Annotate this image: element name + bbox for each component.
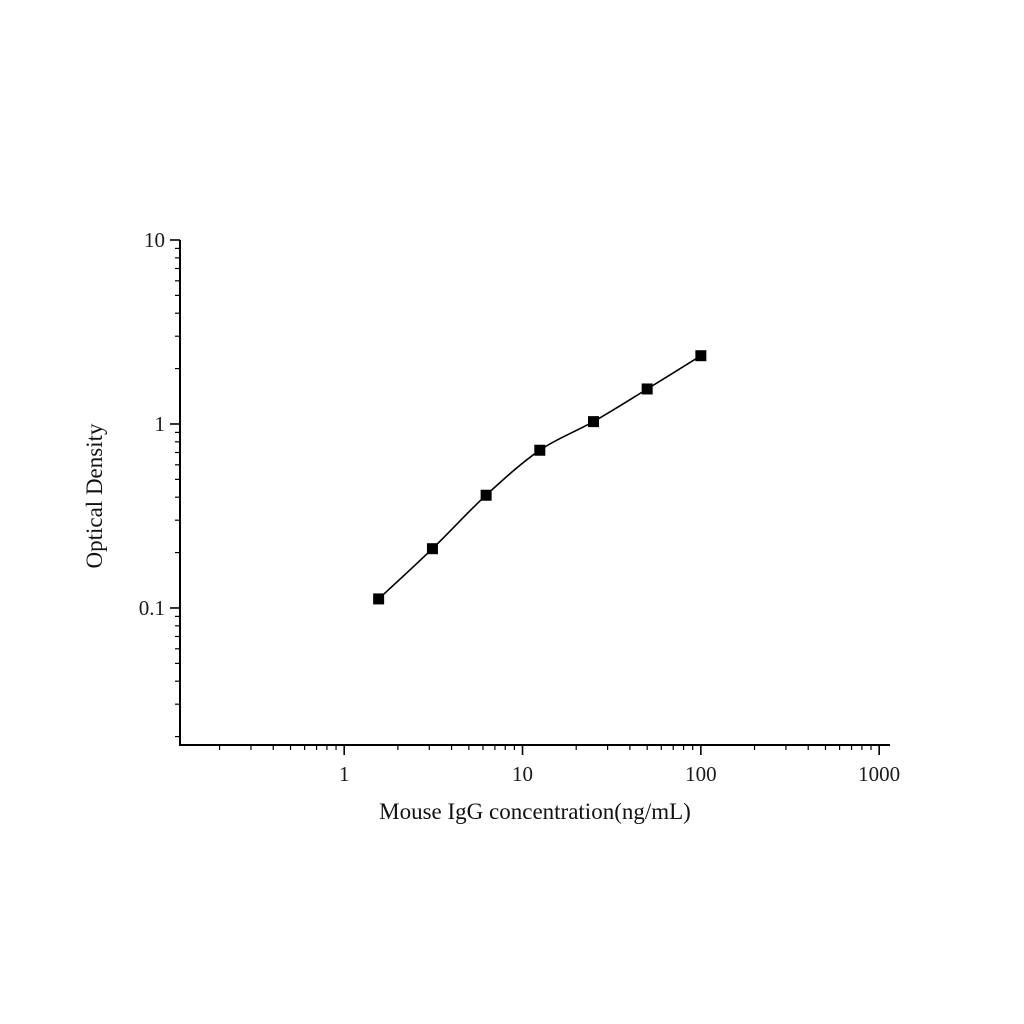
data-point-marker <box>480 489 492 501</box>
y-axis-title: Optical Density <box>82 423 107 569</box>
svg-text:0.1: 0.1 <box>139 596 165 620</box>
data-point-marker <box>534 444 546 456</box>
svg-text:100: 100 <box>685 762 717 786</box>
data-point-marker <box>373 593 385 605</box>
svg-text:10: 10 <box>144 228 165 252</box>
x-axis-title: Mouse IgG concentration(ng/mL) <box>379 799 691 824</box>
svg-text:1000: 1000 <box>858 762 900 786</box>
svg-text:1: 1 <box>339 762 350 786</box>
svg-text:1: 1 <box>155 412 166 436</box>
data-point-marker <box>426 543 438 555</box>
data-point-marker <box>641 383 653 395</box>
data-point-marker <box>587 416 599 428</box>
svg-text:10: 10 <box>512 762 533 786</box>
data-point-marker <box>695 350 707 362</box>
